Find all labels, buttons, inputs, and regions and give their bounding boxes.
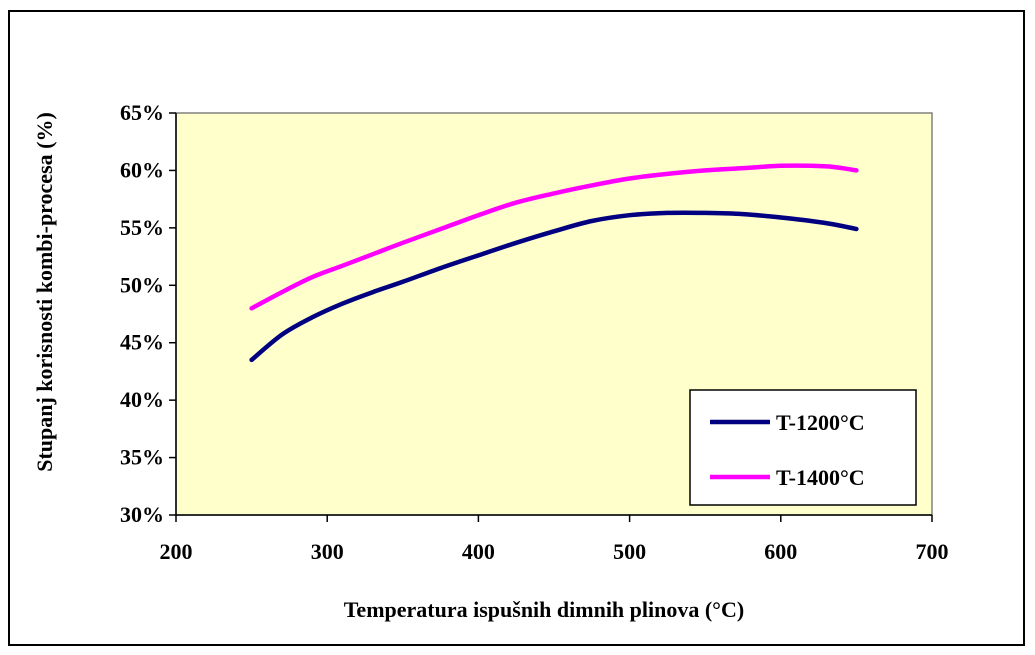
axes: 30% 35% 40% 45% 50% 55% 60% 65% 200 300 400 500 600 7…: [120, 100, 949, 564]
line-chart: 30% 35% 40% 45% 50% 55% 60% 65% 200 300 400 500 600 7…: [32, 100, 949, 622]
y-tick-label: 45%: [120, 330, 164, 355]
y-tick-label: 60%: [120, 157, 164, 182]
y-tick-label: 55%: [120, 215, 164, 240]
y-tick-label: 35%: [120, 445, 164, 470]
y-tick-label: 30%: [120, 502, 164, 527]
legend-box: [689, 389, 917, 506]
x-tick-label: 700: [916, 539, 949, 564]
chart-frame: 30% 35% 40% 45% 50% 55% 60% 65% 200 300 400 500 600 7…: [8, 10, 1025, 646]
y-tick-label: 65%: [120, 100, 164, 125]
series-layer: [249, 163, 859, 363]
legend-label: T-1200°C: [776, 410, 865, 435]
x-tick-label: 300: [311, 539, 344, 564]
x-tick-label: 200: [160, 539, 193, 564]
x-tick-label: 600: [764, 539, 797, 564]
series-line-t-1400-c: [249, 163, 859, 311]
x-tick-label: 400: [462, 539, 495, 564]
legend: T-1200°C T-1400°C: [689, 389, 917, 506]
y-tick-label: 50%: [120, 272, 164, 297]
y-tick-label: 40%: [120, 387, 164, 412]
series-line-t-1200-c: [249, 210, 859, 363]
legend-label: T-1400°C: [776, 465, 865, 490]
x-tick-label: 500: [613, 539, 646, 564]
y-axis-title: Stupanj korisnosti kombi-procesa (%): [32, 112, 57, 472]
x-axis-title: Temperatura ispušnih dimnih plinova (°C): [344, 597, 744, 622]
